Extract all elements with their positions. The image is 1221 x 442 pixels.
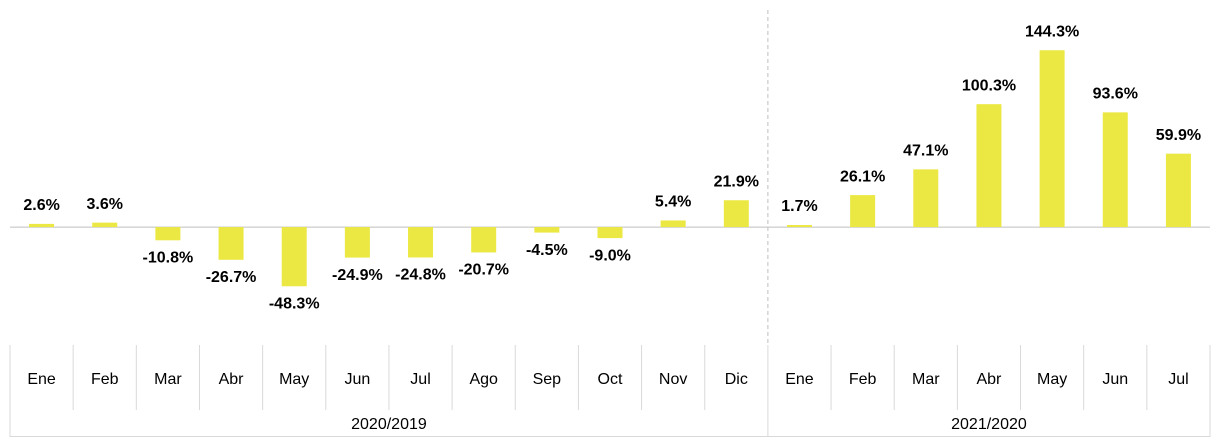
bar <box>281 227 307 287</box>
group-label: 2021/2020 <box>951 416 1027 433</box>
value-label: 26.1% <box>840 168 885 185</box>
x-tick-label: Mar <box>154 371 182 388</box>
bar <box>723 200 749 228</box>
bar <box>344 227 370 258</box>
bar <box>913 169 939 228</box>
bar <box>1039 50 1065 228</box>
x-tick-label: Feb <box>849 371 877 388</box>
group-label: 2020/2019 <box>351 416 427 433</box>
x-tick-label: Nov <box>659 371 687 388</box>
x-tick-label: Jul <box>1168 371 1188 388</box>
x-tick-label: Jun <box>1102 371 1128 388</box>
bar <box>786 224 812 228</box>
value-label: -4.5% <box>526 242 568 259</box>
x-tick-label: Ene <box>27 371 56 388</box>
value-label: 1.7% <box>781 198 817 215</box>
x-tick-label: May <box>279 371 309 388</box>
bar <box>218 227 244 260</box>
value-label: 93.6% <box>1093 86 1138 103</box>
bar <box>1102 112 1128 228</box>
bar <box>408 227 434 258</box>
value-label: -26.7% <box>206 269 257 286</box>
value-label: 21.9% <box>714 173 759 190</box>
bar <box>29 223 55 228</box>
value-label: -20.7% <box>458 262 509 279</box>
value-label: 100.3% <box>962 77 1016 94</box>
value-label: 3.6% <box>87 196 123 213</box>
bar <box>1165 153 1191 228</box>
value-label: -10.8% <box>143 250 194 267</box>
value-label: 5.4% <box>655 194 691 211</box>
x-tick-label: Oct <box>598 371 623 388</box>
value-label: 47.1% <box>903 143 948 160</box>
bar <box>471 227 497 253</box>
value-label: -9.0% <box>589 247 631 264</box>
x-tick-label: Feb <box>91 371 119 388</box>
x-tick-label: Jun <box>344 371 370 388</box>
value-label: -48.3% <box>269 295 320 312</box>
bar <box>534 227 560 233</box>
x-tick-label: May <box>1037 371 1067 388</box>
x-tick-label: Sep <box>533 371 562 388</box>
x-tick-label: Dic <box>725 371 748 388</box>
value-label: 144.3% <box>1025 23 1079 40</box>
bar <box>92 222 118 228</box>
x-tick-label: Abr <box>219 371 245 388</box>
x-tick-label: Mar <box>912 371 940 388</box>
x-tick-label: Ene <box>785 371 814 388</box>
bar <box>850 195 876 228</box>
value-label: 59.9% <box>1156 127 1201 144</box>
bar <box>976 104 1002 228</box>
bar <box>597 227 623 239</box>
value-label: -24.8% <box>395 267 446 284</box>
x-tick-label: Ago <box>469 371 498 388</box>
value-label: 2.6% <box>23 197 59 214</box>
x-tick-label: Jul <box>410 371 430 388</box>
x-tick-label: Abr <box>976 371 1002 388</box>
bar <box>155 227 181 241</box>
value-label: -24.9% <box>332 267 383 284</box>
bar <box>660 220 686 228</box>
